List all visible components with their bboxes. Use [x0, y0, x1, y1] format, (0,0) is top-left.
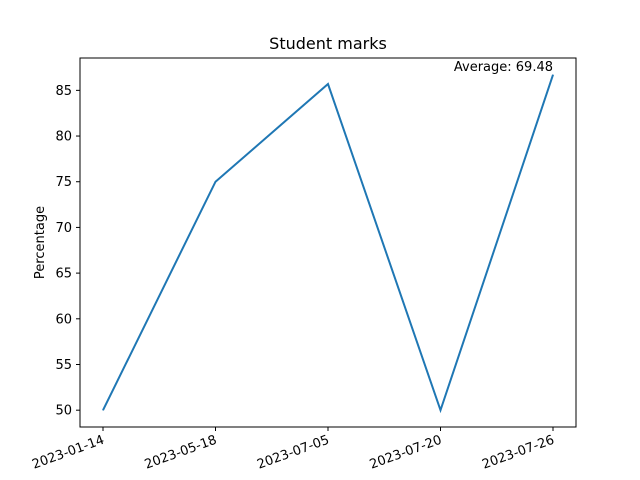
y-tick-label: 75: [55, 175, 72, 190]
data-point: [552, 74, 554, 76]
series-line: [102, 74, 554, 414]
plot-frame: [79, 57, 577, 428]
x-tick-label: 2023-07-26: [480, 433, 556, 473]
series-layer: [102, 74, 554, 414]
y-axis-label: Percentage: [33, 206, 48, 279]
y-tick-label: 65: [55, 267, 72, 282]
x-tick-label: 2023-05-18: [143, 433, 219, 473]
y-tick-label: 55: [55, 358, 72, 373]
chart-title: Student marks: [269, 34, 387, 53]
data-point: [215, 181, 216, 183]
data-point: [102, 409, 104, 411]
x-tick-label: 2023-07-05: [255, 433, 331, 473]
x-tick-label: 2023-07-20: [368, 433, 444, 473]
data-point: [327, 83, 329, 85]
average-annotation: Average: 69.48: [454, 60, 553, 75]
y-tick-label: 60: [55, 312, 72, 327]
y-tick-label: 80: [55, 130, 72, 145]
x-tick-label: 2023-01-14: [30, 433, 106, 473]
y-tick-label: 50: [55, 404, 72, 419]
y-tick-label: 85: [55, 84, 72, 99]
data-point: [440, 409, 441, 411]
y-tick-label: 70: [55, 221, 72, 236]
y-axis: 50 55 60 65 70 75 80 85: [55, 84, 80, 419]
x-axis: 2023-01-14 2023-05-18 2023-07-05 2023-07-20…: [30, 427, 556, 473]
